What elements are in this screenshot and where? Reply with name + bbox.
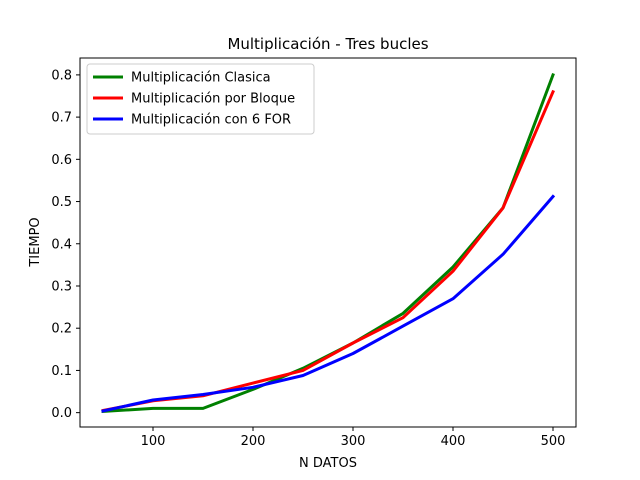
y-tick-label: 0.6 [51,153,72,168]
x-tick-label: 400 [441,434,466,449]
y-tick-label: 0.8 [51,68,72,83]
y-tick-label: 0.4 [51,237,72,252]
y-tick-label: 0.1 [51,364,72,379]
series-line-3 [101,194,556,413]
y-tick-label: 0.0 [51,406,72,421]
chart-title: Multiplicación - Tres bucles [227,35,428,53]
legend: Multiplicación Clasica Multiplicación por… [86,63,315,135]
legend-label-1: Multiplicación Clasica [131,71,271,86]
y-tick-label: 0.3 [51,279,72,294]
legend-box [86,63,315,135]
x-axis: 100 200 300 400 500 [141,427,566,449]
y-tick-label: 0.2 [51,322,72,337]
y-tick-label: 0.7 [51,111,72,126]
legend-label-2: Multiplicación por Bloque [131,92,295,107]
x-tick-label: 100 [141,434,166,449]
plot-frame [79,57,577,428]
x-axis-title: N DATOS [299,456,357,471]
y-tick-label: 0.5 [51,195,72,210]
y-axis-title: TIEMPO [28,217,43,267]
x-tick-label: 200 [241,434,266,449]
plot-lines [101,72,556,413]
y-axis: 0.0 0.1 0.2 0.3 0.4 0.5 0.6 0.7 0.8 [51,68,80,421]
x-tick-label: 300 [341,434,366,449]
legend-label-3: Multiplicación con 6 FOR [131,113,291,128]
x-tick-label: 500 [541,434,566,449]
